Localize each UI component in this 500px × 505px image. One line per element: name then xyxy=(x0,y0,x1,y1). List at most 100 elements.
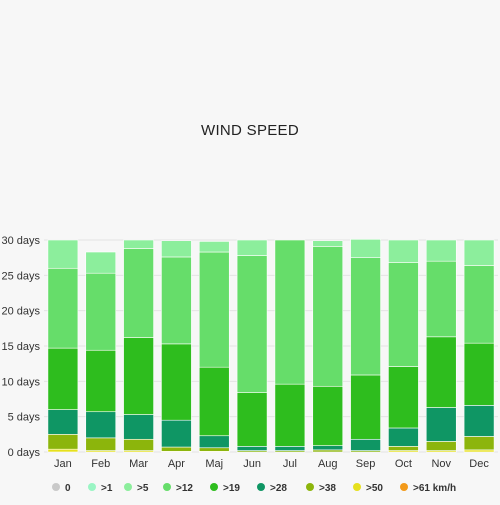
x-tick-label: Sep xyxy=(356,458,376,470)
bar-segment xyxy=(312,240,344,247)
bar-segment xyxy=(85,251,117,274)
bar-segment xyxy=(123,438,154,451)
legend-label: >50 xyxy=(366,483,383,494)
legend-item[interactable]: >61 km/h xyxy=(400,483,456,494)
bar-segment xyxy=(236,392,268,447)
legend-item[interactable]: 0 xyxy=(52,483,71,494)
legend-swatch xyxy=(400,483,408,491)
bar-segment xyxy=(350,238,381,258)
bar-segment xyxy=(274,446,306,451)
y-tick-label: 30 days xyxy=(1,235,40,247)
legend-swatch xyxy=(210,483,218,491)
y-tick-label: 20 days xyxy=(1,306,40,318)
legend-swatch xyxy=(88,483,96,491)
x-tick-label: Feb xyxy=(91,458,110,470)
bar-segment xyxy=(47,239,79,269)
legend-swatch xyxy=(52,483,60,491)
legend-label: 0 xyxy=(65,483,71,494)
bar-segment xyxy=(47,409,79,435)
bar-segment xyxy=(312,246,344,387)
bar-segment xyxy=(388,239,419,263)
bar-segment xyxy=(463,436,495,451)
bar-segment xyxy=(425,336,457,408)
bar-segment xyxy=(425,239,457,262)
bar-segment xyxy=(161,240,192,258)
bar-segment xyxy=(198,447,230,452)
x-tick-label: Maj xyxy=(205,458,223,470)
legend-item[interactable]: >1 xyxy=(88,483,113,494)
legend-label: >5 xyxy=(137,483,149,494)
bar-segment xyxy=(161,446,192,452)
bar-segment xyxy=(463,342,495,406)
bar-segment xyxy=(47,347,79,410)
bar-segment xyxy=(123,248,154,338)
bar-segment xyxy=(47,448,79,453)
bar-segment xyxy=(388,427,419,447)
legend-label: >19 xyxy=(223,483,240,494)
bar-segment xyxy=(198,241,230,253)
y-tick-label: 0 days xyxy=(8,447,41,459)
bar-segment xyxy=(85,437,117,451)
chart-title: WIND SPEED xyxy=(200,122,299,139)
x-tick-label: Nov xyxy=(431,458,451,470)
bar-segment xyxy=(463,405,495,437)
bar-segment xyxy=(236,239,268,256)
legend-swatch xyxy=(353,483,361,491)
y-tick-label: 25 days xyxy=(1,270,40,282)
bar-segment xyxy=(161,256,192,345)
x-axis: Jan Feb Mar Apr Maj Jun Jul Aug Sep Oct Nov Dec xyxy=(54,458,489,470)
legend-item[interactable]: >50 xyxy=(353,483,383,494)
legend-item[interactable]: >28 xyxy=(257,483,287,494)
legend-label: >38 xyxy=(319,483,336,494)
bar-segment xyxy=(198,251,230,368)
bar-segment xyxy=(388,446,419,451)
bar-segment xyxy=(236,255,268,393)
bar-segment xyxy=(463,239,495,266)
x-tick-label: Dec xyxy=(469,458,489,470)
bar-segment xyxy=(123,239,154,249)
legend-swatch xyxy=(306,483,314,491)
bar-segment xyxy=(47,434,79,450)
bar-segment xyxy=(85,411,117,439)
legend-swatch xyxy=(163,483,171,491)
legend-label: >12 xyxy=(176,483,193,494)
bar-segment xyxy=(85,349,117,413)
bars xyxy=(47,238,495,453)
bar-segment xyxy=(388,262,419,367)
bar-segment xyxy=(161,419,192,448)
bar-segment xyxy=(312,449,344,453)
y-tick-label: 5 days xyxy=(8,412,41,424)
legend-label: >61 km/h xyxy=(413,483,456,494)
bar-segment xyxy=(274,383,306,447)
bar-segment xyxy=(463,265,495,344)
legend-item[interactable]: >19 xyxy=(210,483,240,494)
legend-item[interactable]: >5 xyxy=(124,483,149,494)
legend-swatch xyxy=(124,483,132,491)
bar-segment xyxy=(161,343,192,421)
bar-segment xyxy=(123,337,154,415)
legend-item[interactable]: >38 xyxy=(306,483,336,494)
legend-item[interactable]: >12 xyxy=(163,483,193,494)
legend-label: >1 xyxy=(101,483,113,494)
x-tick-label: Jun xyxy=(243,458,261,470)
x-tick-label: Jan xyxy=(54,458,72,470)
y-tick-label: 15 days xyxy=(1,341,40,353)
x-tick-label: Apr xyxy=(168,458,185,470)
bar-segment xyxy=(350,257,381,376)
bar-segment xyxy=(312,385,344,446)
x-tick-label: Aug xyxy=(318,458,338,470)
x-tick-label: Mar xyxy=(129,458,148,470)
x-tick-label: Oct xyxy=(395,458,412,470)
bar-segment xyxy=(350,374,381,440)
grid-lines xyxy=(44,239,498,453)
bar-segment xyxy=(388,366,419,429)
y-tick-label: 10 days xyxy=(1,376,40,388)
legend-swatch xyxy=(257,483,265,491)
bar-segment xyxy=(350,438,381,451)
legend-label: >28 xyxy=(270,483,287,494)
bar-segment xyxy=(274,239,306,385)
bar-segment xyxy=(198,435,230,449)
bar-segment xyxy=(47,267,79,349)
